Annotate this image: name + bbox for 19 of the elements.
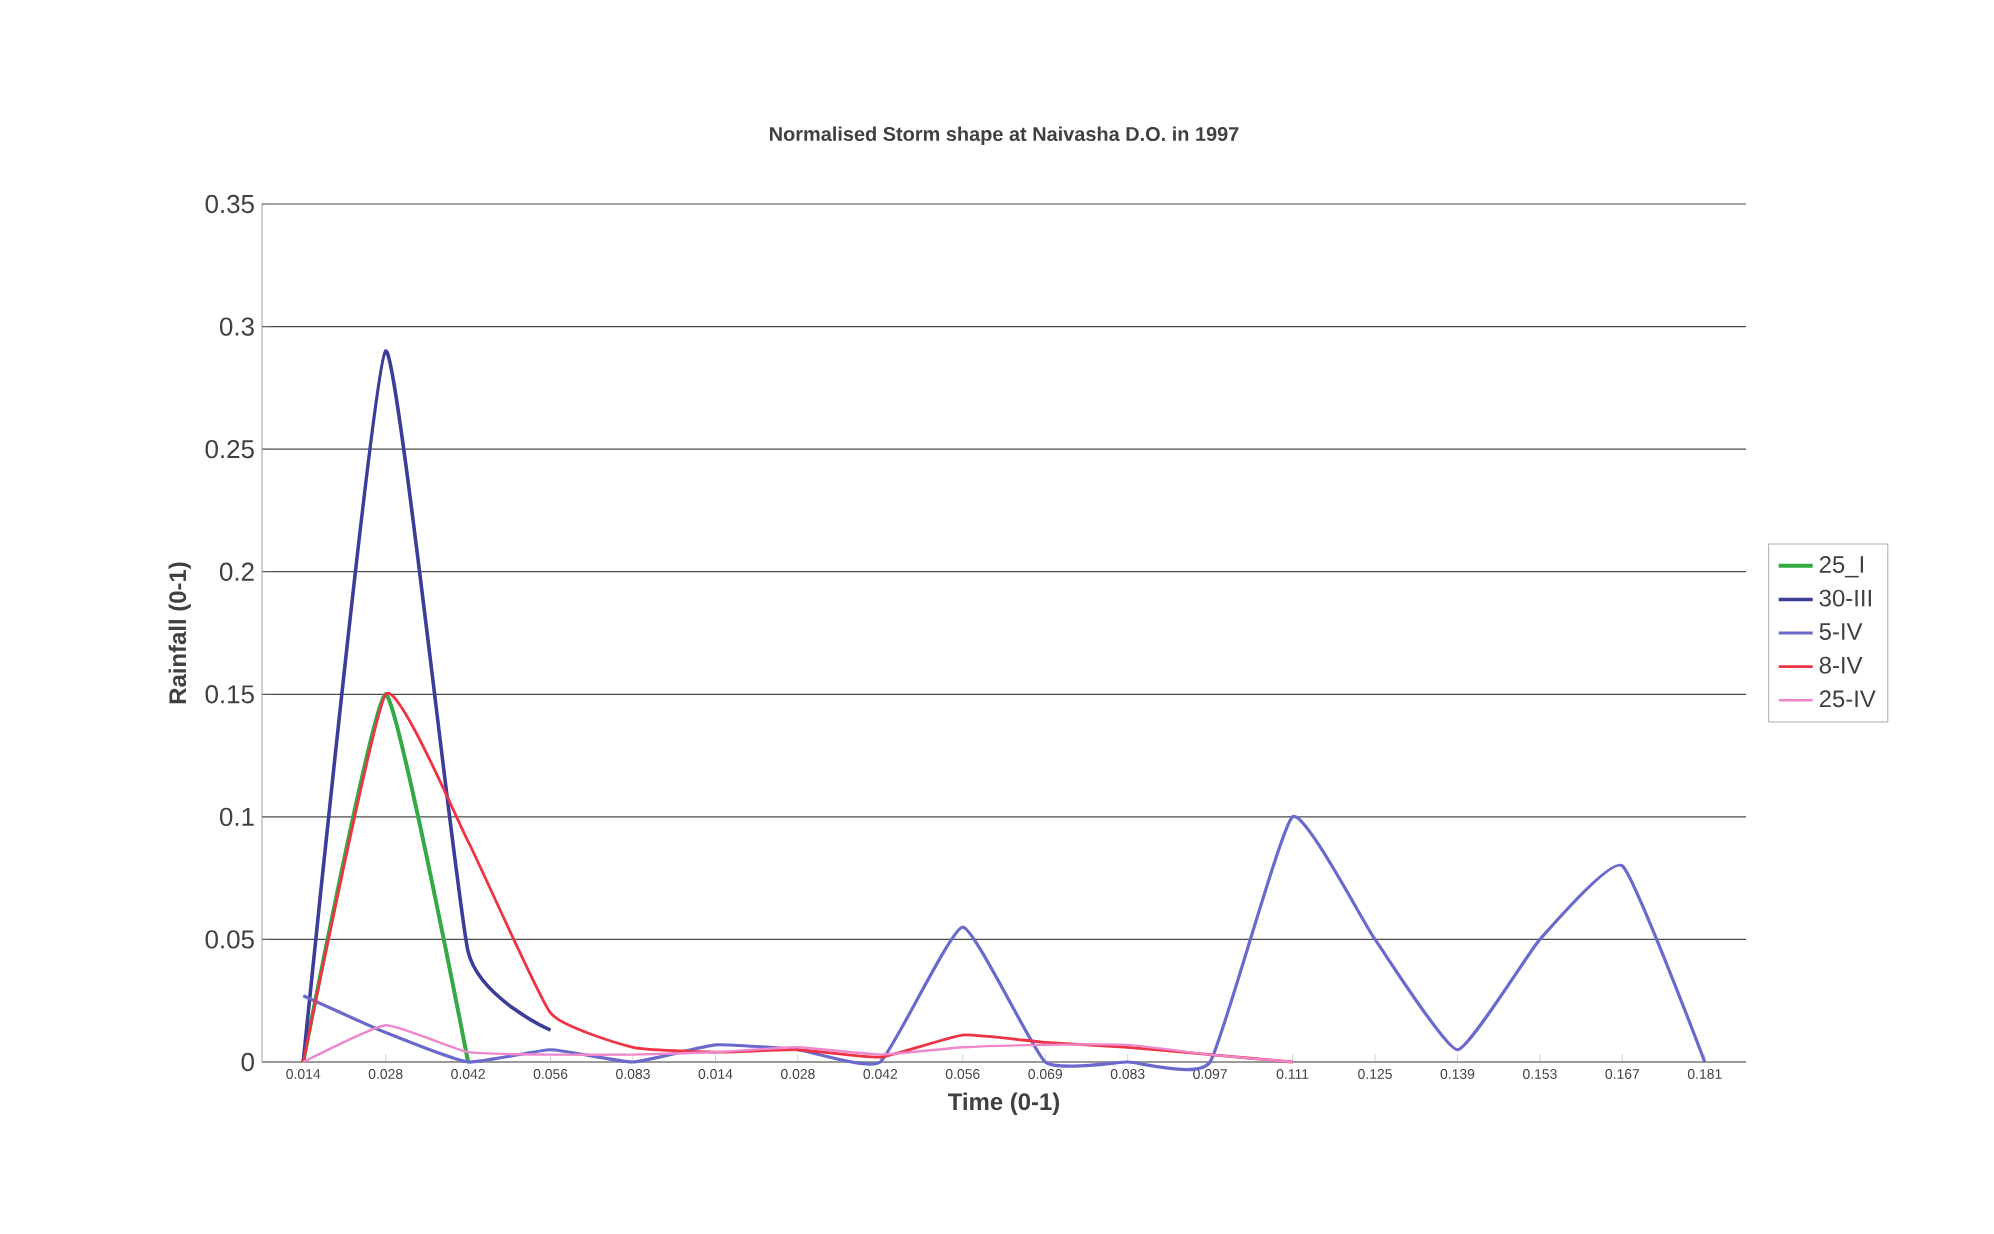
y-tick-label: 0.25 xyxy=(205,439,254,459)
legend-label: 25-IV xyxy=(1819,690,1876,708)
line-series xyxy=(301,692,1294,1064)
y-tick-label: 0.15 xyxy=(205,685,254,704)
legend-label: 5-IV xyxy=(1819,623,1863,640)
legend-label: 30-III xyxy=(1819,589,1871,607)
y-axis-title: Rainfall (0-1) xyxy=(168,562,191,704)
x-axis-title: Time (0-1) xyxy=(948,1092,1060,1115)
y-tick-label: 0.35 xyxy=(205,194,254,214)
line-series xyxy=(301,349,553,1064)
y-tick-label: 0.05 xyxy=(205,930,254,949)
chart-title: Normalised Storm shape at Naivasha D.O. in 1997 xyxy=(770,126,1239,145)
y-tick-label: 0.3 xyxy=(219,317,254,336)
y-tick-label: 0 xyxy=(241,1052,254,1072)
legend-label: 25_I xyxy=(1819,555,1863,578)
legend-label: 8-IV xyxy=(1819,656,1863,674)
y-tick-label: 0.1 xyxy=(219,807,254,827)
y-tick-label: 0.2 xyxy=(219,562,254,581)
line-series xyxy=(302,1024,1294,1064)
